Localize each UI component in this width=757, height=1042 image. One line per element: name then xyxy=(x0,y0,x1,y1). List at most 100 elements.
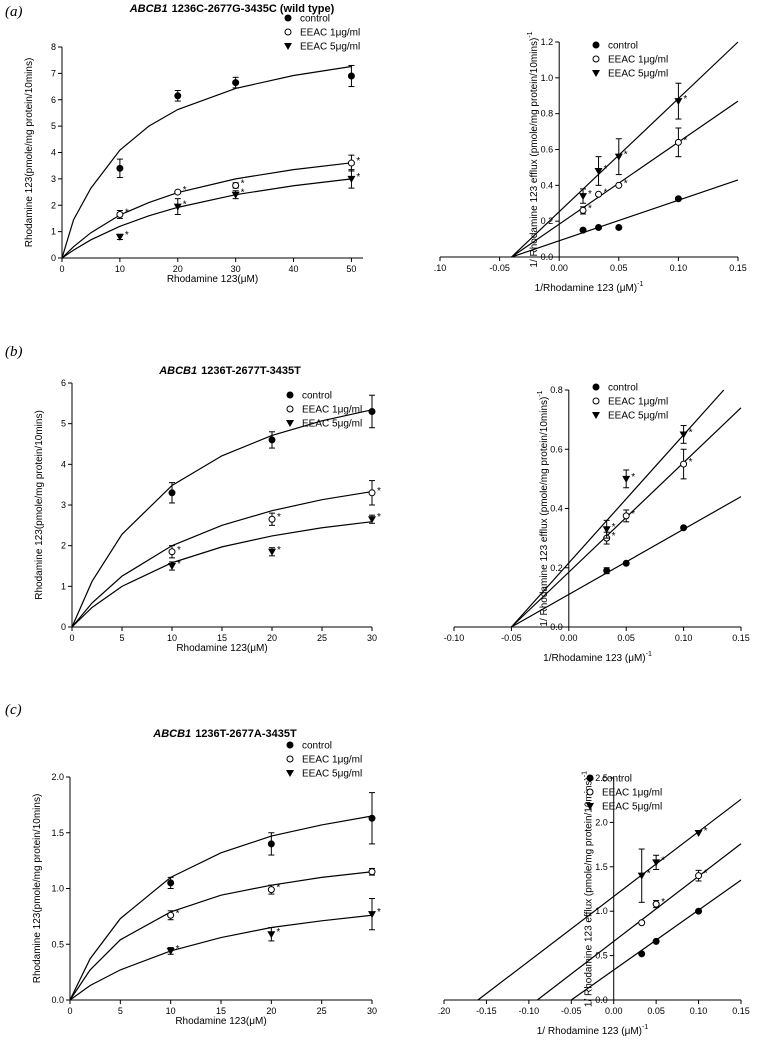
significance-label: * xyxy=(612,522,616,533)
significance-label: * xyxy=(631,509,635,520)
significance-label: * xyxy=(647,869,651,880)
marker xyxy=(594,168,603,175)
marker xyxy=(614,153,623,161)
fit-line xyxy=(71,521,373,628)
marker xyxy=(622,475,631,483)
panel-label: (b) xyxy=(5,344,23,360)
x-axis-label: 1/ Rhodamine 123 (μM)-1 xyxy=(537,1024,649,1037)
marker xyxy=(586,774,594,782)
y-tick-label: 0 xyxy=(61,622,66,632)
marker xyxy=(173,203,182,211)
marker xyxy=(603,567,611,575)
legend-label: EEAC 5μg/ml xyxy=(602,802,662,813)
legend-label: control xyxy=(302,741,332,752)
y-axis-label: Rhodamine 123(pmole/mg protein/10mins) xyxy=(32,794,43,984)
marker xyxy=(615,181,623,189)
y-tick-label: 0.0 xyxy=(541,252,554,262)
fit-line xyxy=(69,815,373,1001)
title-gene: ABCB1 xyxy=(158,365,197,377)
legend-label: EEAC 5μg/ml xyxy=(302,769,362,780)
significance-label: * xyxy=(176,908,180,919)
y-tick-label: 5 xyxy=(61,419,66,429)
marker xyxy=(368,489,376,497)
marker xyxy=(267,931,276,939)
fit-line xyxy=(511,100,739,258)
marker xyxy=(284,14,292,22)
x-tick-label: 0.05 xyxy=(617,633,635,643)
marker xyxy=(286,741,294,749)
x-tick-label: 10 xyxy=(166,1006,176,1016)
x-tick-label: -0.10 xyxy=(444,633,465,643)
panel-label: (a) xyxy=(5,4,23,20)
fit-line xyxy=(511,41,739,258)
y-tick-label: 0.8 xyxy=(550,385,563,395)
x-tick-label: .20 xyxy=(438,1006,451,1016)
legend-label: EEAC 1μg/ml xyxy=(302,405,362,416)
x-tick-label: -0.15 xyxy=(476,1006,497,1016)
marker xyxy=(592,397,600,405)
legend-entry: EEAC 1μg/ml xyxy=(286,405,362,416)
x-tick-label: 15 xyxy=(217,633,227,643)
significance-label: * xyxy=(588,189,592,200)
y-tick-label: 5 xyxy=(51,121,56,131)
y-axis-label-text: Rhodamine 123(pmole/mg protein/10mins) xyxy=(32,794,43,984)
significance-label: * xyxy=(612,531,616,542)
legend-entry: control xyxy=(592,383,638,394)
y-axis-label-text: Rhodamine 123(pmole/mg protein/10mins) xyxy=(34,410,45,600)
significance-label: * xyxy=(689,457,693,468)
fit-line xyxy=(511,179,739,258)
marker xyxy=(268,515,276,523)
y-tick-label: 3 xyxy=(51,174,56,184)
marker xyxy=(286,405,294,413)
y-tick-label: 8 xyxy=(51,42,56,52)
x-tick-label: 0.10 xyxy=(675,633,693,643)
legend-entry: EEAC 5μg/ml xyxy=(592,69,668,80)
x-tick-label: 30 xyxy=(367,633,377,643)
marker xyxy=(652,900,660,908)
title-text: 1236T-2677T-3435T xyxy=(201,365,301,377)
marker xyxy=(115,233,124,241)
marker xyxy=(167,879,175,887)
y-axis-label: Rhodamine 123(pmole/mg protein/10mins) xyxy=(24,58,35,248)
marker xyxy=(592,412,600,419)
significance-label: * xyxy=(276,883,280,894)
significance-label: * xyxy=(661,897,665,908)
y-axis-label-exponent: -1 xyxy=(582,771,589,777)
x-tick-label: 5 xyxy=(118,1006,123,1016)
x-tick-label: 30 xyxy=(367,1006,377,1016)
legend-label: control xyxy=(302,391,332,402)
y-axis-label: 1/ Rhodamine 123 efflux (pmole/mg protei… xyxy=(527,31,540,267)
legend-entry: control xyxy=(586,774,632,785)
x-tick-label: 25 xyxy=(317,1006,327,1016)
marker xyxy=(168,563,176,570)
y-tick-label: 0.8 xyxy=(541,109,554,119)
y-tick-label: 2 xyxy=(61,541,66,551)
x-axis-label-text: 1/ Rhodamine 123 (μM) xyxy=(537,1026,642,1037)
legend-label: EEAC 1μg/ml xyxy=(608,55,668,66)
legend-entry: EEAC 1μg/ml xyxy=(592,55,668,66)
significance-label: * xyxy=(661,855,665,866)
marker xyxy=(592,41,600,49)
x-tick-label: 10 xyxy=(115,264,125,274)
y-axis-label: Rhodamine 123(pmole/mg protein/10mins) xyxy=(34,410,45,600)
marker xyxy=(595,223,603,231)
title-text: 1236T-2677A-3435T xyxy=(195,728,297,740)
y-axis-label-text: Rhodamine 123(pmole/mg protein/10mins) xyxy=(24,58,35,248)
legend-label: EEAC 1μg/ml xyxy=(602,788,662,799)
marker xyxy=(116,210,124,218)
x-tick-label: 5 xyxy=(119,633,124,643)
x-tick-label: -0.10 xyxy=(519,1006,540,1016)
marker xyxy=(679,431,688,439)
y-axis-label: 1/ Rhodamine 123 efflux (pmole/mg protei… xyxy=(537,390,550,626)
legend-entry: control xyxy=(286,391,332,402)
marker xyxy=(368,516,376,524)
y-axis-label-text: 1/ Rhodamine 123 efflux (pmole/mg protei… xyxy=(529,38,540,268)
y-tick-label: 6 xyxy=(51,95,56,105)
marker xyxy=(116,164,124,172)
marker xyxy=(286,420,294,427)
significance-label: * xyxy=(604,164,608,175)
legend-label: control xyxy=(608,383,638,394)
marker xyxy=(284,43,292,50)
legend-label: EEAC 1μg/ml xyxy=(608,397,668,408)
x-tick-label: 40 xyxy=(289,264,299,274)
